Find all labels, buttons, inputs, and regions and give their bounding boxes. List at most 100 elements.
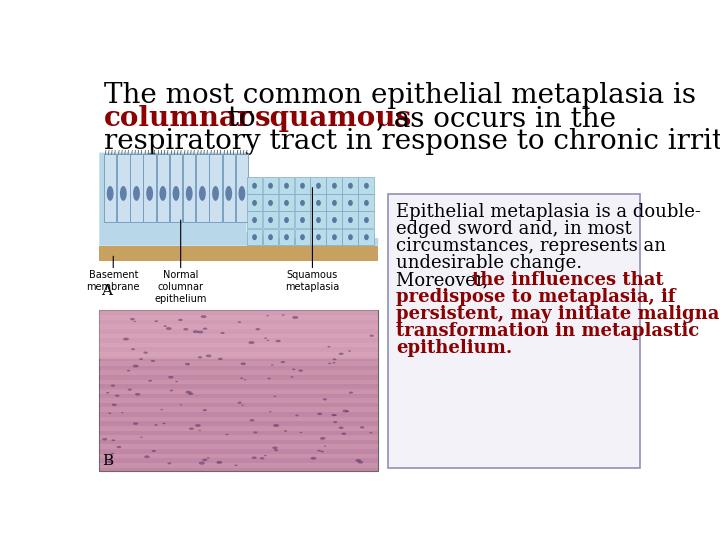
Ellipse shape [316,200,321,206]
Text: persistent, may initiate malignant: persistent, may initiate malignant [396,305,720,323]
Ellipse shape [252,200,257,206]
Ellipse shape [343,410,348,413]
Ellipse shape [333,362,336,363]
Text: Basement
membrane: Basement membrane [86,271,140,292]
Bar [99,412,378,414]
Bar [99,382,378,384]
Bar [294,212,310,228]
Ellipse shape [133,321,136,322]
Ellipse shape [185,363,190,366]
Ellipse shape [252,217,257,223]
Ellipse shape [201,315,207,318]
Bar [170,154,182,222]
Bar [99,325,378,327]
Ellipse shape [276,340,281,342]
Bar [246,228,262,245]
Bar [263,228,278,245]
Bar [99,435,378,437]
Ellipse shape [332,217,337,223]
Bar [99,380,378,382]
Ellipse shape [268,200,273,206]
Bar [99,421,378,423]
Bar [99,313,378,315]
Ellipse shape [150,360,155,362]
Ellipse shape [107,186,114,201]
Ellipse shape [250,419,254,422]
Ellipse shape [348,350,351,352]
Bar [279,212,294,228]
Bar [99,470,378,472]
Ellipse shape [225,186,232,201]
Ellipse shape [274,396,276,397]
Bar [99,417,378,419]
Ellipse shape [364,217,369,223]
Bar [343,212,358,228]
Bar [99,375,378,377]
Bar [263,212,278,228]
Ellipse shape [300,234,305,240]
Ellipse shape [130,318,135,320]
Ellipse shape [264,455,266,456]
Ellipse shape [106,392,109,394]
Ellipse shape [281,361,285,363]
Text: , as occurs in the: , as occurs in the [377,105,616,132]
Ellipse shape [107,461,113,463]
Ellipse shape [154,424,158,426]
Ellipse shape [320,437,325,440]
Bar [246,177,262,193]
Ellipse shape [225,434,228,435]
Ellipse shape [356,459,361,462]
Ellipse shape [292,316,298,319]
Ellipse shape [127,389,132,390]
Bar [99,419,378,421]
Text: undesirable change.: undesirable change. [396,254,582,272]
Bar [143,154,156,222]
Bar [99,343,378,345]
Bar [326,194,342,211]
Bar [359,194,374,211]
Text: circumstances, represents an: circumstances, represents an [396,237,666,255]
Ellipse shape [348,217,353,223]
Ellipse shape [256,328,260,330]
Ellipse shape [238,402,242,404]
Bar [279,228,294,245]
Ellipse shape [318,413,323,415]
Bar [99,430,378,433]
Bar [222,154,235,222]
Ellipse shape [184,328,189,330]
Ellipse shape [206,354,212,357]
Ellipse shape [274,449,278,451]
Bar [99,442,378,444]
Bar [99,373,378,375]
Ellipse shape [238,321,241,323]
Text: Squamous
metaplasia: Squamous metaplasia [285,271,340,292]
Bar [99,315,378,318]
Ellipse shape [117,446,121,448]
Bar [99,454,378,456]
Bar [99,331,378,334]
Ellipse shape [284,430,287,432]
Bar [99,322,378,325]
Ellipse shape [320,451,324,453]
Bar [359,177,374,193]
Ellipse shape [332,183,337,189]
Ellipse shape [202,409,207,411]
Bar [104,154,117,222]
Ellipse shape [152,450,156,452]
Ellipse shape [295,415,299,416]
Ellipse shape [102,438,107,441]
Ellipse shape [284,234,289,240]
Bar [183,154,195,222]
Bar [99,352,378,354]
Bar [99,327,378,329]
Ellipse shape [159,186,166,201]
Ellipse shape [193,330,199,333]
Bar [99,345,378,347]
Ellipse shape [267,378,271,380]
Ellipse shape [364,234,369,240]
Ellipse shape [238,186,246,201]
Bar [99,310,378,359]
Bar [326,228,342,245]
Bar [99,433,378,435]
Text: A: A [101,284,112,298]
